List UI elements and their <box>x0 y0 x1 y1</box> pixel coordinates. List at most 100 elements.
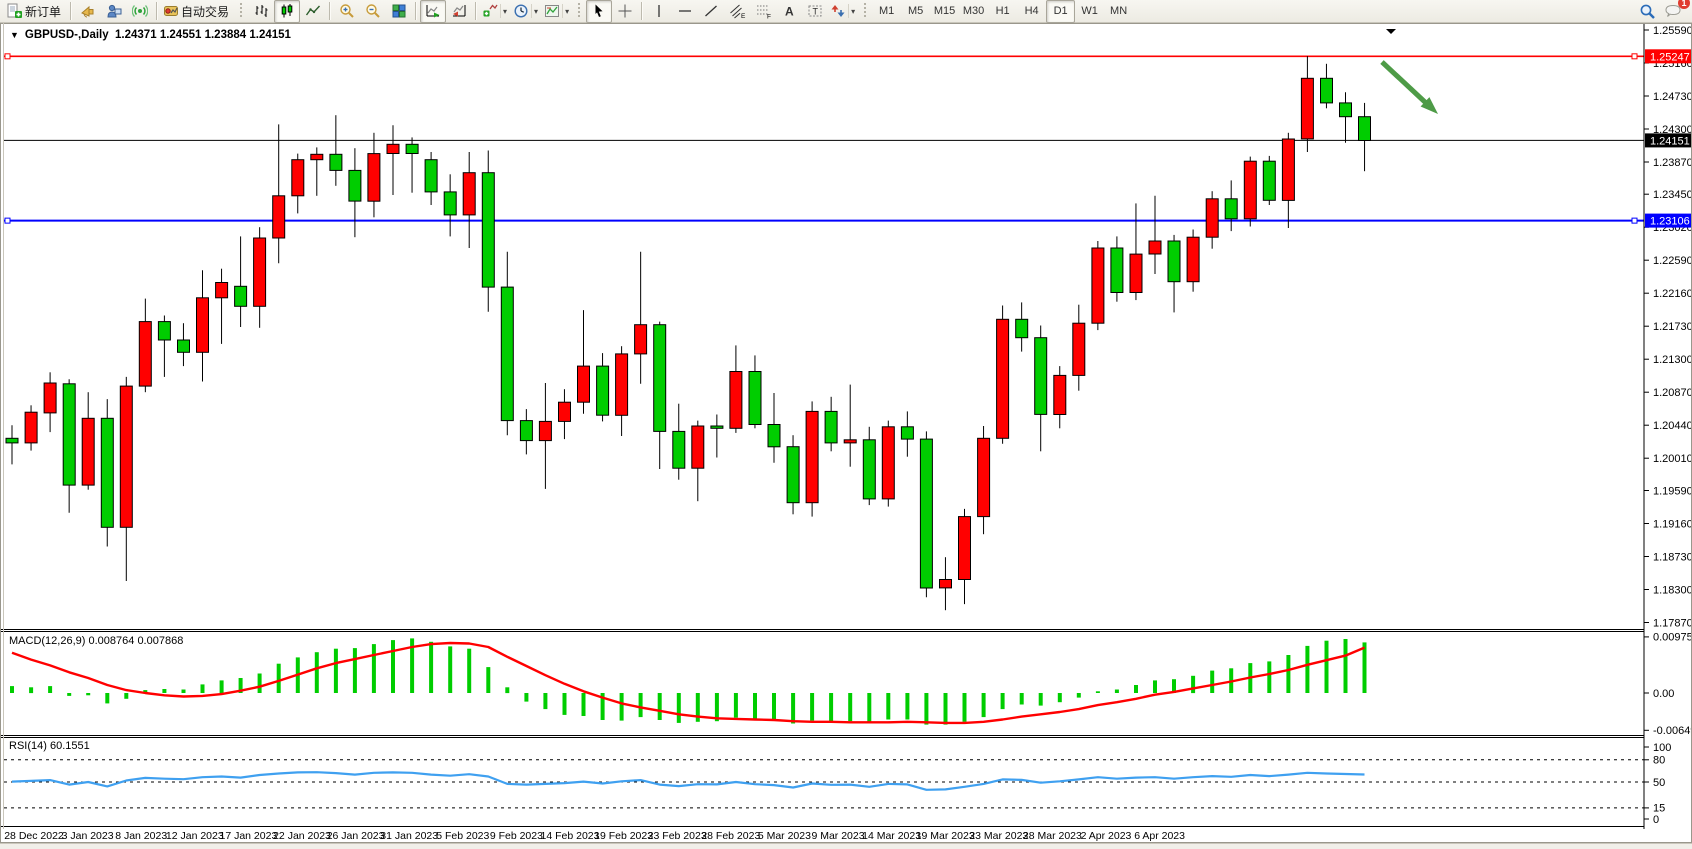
candlestick-button[interactable] <box>274 0 301 23</box>
rsi-line <box>11 771 1365 791</box>
rsi-tick-label: 0 <box>1653 814 1659 826</box>
ohlc-low: 1.23884 <box>204 29 247 41</box>
current-price-badge: 1.24151 <box>1645 133 1692 148</box>
zoom-in-button[interactable] <box>334 0 360 23</box>
equidistant-channel-button[interactable]: E <box>724 0 750 23</box>
indicators-icon <box>482 3 498 19</box>
periods-dropdown-icon[interactable]: ▾ <box>531 4 540 18</box>
price-tick-label: 1.24730 <box>1653 91 1692 103</box>
chart-shift-button[interactable] <box>446 0 472 23</box>
date-tick-label: 19 Mar 2023 <box>916 830 975 842</box>
date-tick-label: 9 Feb 2023 <box>490 830 543 842</box>
vertical-line-icon <box>651 3 667 19</box>
indicators-button[interactable]: ▾ <box>480 0 511 23</box>
tab-timeframe-w1[interactable]: W1 <box>1081 5 1098 17</box>
rsi-pane[interactable] <box>4 759 1644 809</box>
cursor-button[interactable] <box>586 0 613 23</box>
rsi-indicator-label: RSI(14) 60.1551 <box>9 740 90 752</box>
cursor-icon <box>591 3 607 19</box>
date-tick-label: 2 Apr 2023 <box>1081 830 1132 842</box>
templates-button[interactable]: ▾ <box>542 0 573 23</box>
resistance-line-handle[interactable] <box>1631 53 1638 60</box>
price-tick-label: 1.22160 <box>1653 288 1692 300</box>
trendline-button[interactable] <box>698 0 724 23</box>
arrows-button[interactable]: ▾ <box>828 0 859 23</box>
price-axis[interactable]: 1.255901.251601.247301.243001.238701.234… <box>1643 23 1692 829</box>
auto-scroll-button[interactable] <box>420 0 447 23</box>
trendline-icon <box>703 3 719 19</box>
arrows-dropdown-icon[interactable]: ▾ <box>848 4 857 18</box>
toolbar-separator <box>475 2 478 20</box>
tab-timeframe-h4[interactable]: H4 <box>1024 5 1039 17</box>
date-tick-label: 31 Jan 2023 <box>380 830 438 842</box>
templates-dropdown-icon[interactable]: ▾ <box>562 4 571 18</box>
support-line-handle[interactable] <box>1631 217 1638 224</box>
arrows-icon <box>830 3 846 19</box>
bar-chart-button[interactable] <box>248 0 274 23</box>
vertical-line-button[interactable] <box>646 0 672 23</box>
tab-timeframe-h1[interactable]: H1 <box>995 5 1010 17</box>
pane-separator[interactable] <box>0 629 1644 632</box>
line-chart-button[interactable] <box>300 0 326 23</box>
chat-button[interactable]: 1 <box>1660 0 1690 23</box>
horn-button[interactable] <box>75 0 101 23</box>
date-tick-label: 19 Feb 2023 <box>594 830 653 842</box>
autotrade-button[interactable]: 自动交易 <box>161 0 235 23</box>
broadcast-button[interactable] <box>127 0 153 23</box>
rsi-tick-label: 15 <box>1653 803 1665 815</box>
metaeditor-icon <box>106 3 122 19</box>
tab-timeframe-m15[interactable]: M15 <box>933 5 956 17</box>
new-order-icon <box>6 3 23 19</box>
zoom-out-button[interactable] <box>360 0 386 23</box>
templates-icon <box>544 3 560 19</box>
tab-timeframe-m30[interactable]: M30 <box>962 5 985 17</box>
support-line-handle[interactable] <box>4 217 11 224</box>
chart-collapse-icon[interactable]: ▼ <box>10 30 19 40</box>
horn-icon <box>80 3 96 19</box>
date-tick-label: 3 Jan 2023 <box>62 830 114 842</box>
chart-dropdown-icon[interactable] <box>1386 29 1396 34</box>
price-pane[interactable] <box>4 29 1644 611</box>
date-tick-label: 12 Jan 2023 <box>166 830 224 842</box>
date-tick-label: 5 Feb 2023 <box>436 830 489 842</box>
search-button[interactable] <box>1634 0 1660 23</box>
toolbar-grip[interactable] <box>577 3 583 19</box>
autotrade-label: 自动交易 <box>181 4 230 19</box>
text-icon: A <box>781 3 797 19</box>
chart-canvas[interactable]: 1.255901.251601.247301.243001.238701.234… <box>0 23 1692 843</box>
indicators-dropdown-icon[interactable]: ▾ <box>500 4 509 18</box>
price-tick-label: 1.20440 <box>1653 420 1692 432</box>
tile-windows-icon <box>391 3 407 19</box>
rsi-value: 60.1551 <box>49 740 90 752</box>
pane-separator[interactable] <box>0 735 1644 738</box>
metaeditor-button[interactable] <box>101 0 127 23</box>
date-tick-label: 23 Feb 2023 <box>648 830 707 842</box>
svg-text:A: A <box>785 5 794 19</box>
toolbar-separator <box>415 2 418 20</box>
price-tick-label: 1.20010 <box>1653 453 1692 465</box>
new-order-label: 新订单 <box>25 4 62 19</box>
tab-timeframe-mn[interactable]: MN <box>1110 5 1128 17</box>
toolbar-grip[interactable] <box>863 3 869 19</box>
text-button[interactable]: A <box>776 0 802 23</box>
periods-button[interactable]: ▾ <box>511 0 542 23</box>
text-label-button[interactable]: T <box>802 0 828 23</box>
toolbar-grip[interactable] <box>239 3 245 19</box>
new-order-button[interactable]: 新订单 <box>4 0 67 23</box>
chart-window[interactable]: 1.25590 1.25160 1.24730 1.24300 1.23870 1.234… <box>0 23 1692 843</box>
annotation-arrow[interactable] <box>1380 60 1438 114</box>
date-tick-label: 14 Mar 2023 <box>862 830 921 842</box>
periods-icon <box>513 3 529 19</box>
resistance-line-handle[interactable] <box>4 53 11 60</box>
horizontal-line-button[interactable] <box>672 0 698 23</box>
tab-timeframe-m1[interactable]: M1 <box>878 5 895 17</box>
crosshair-button[interactable] <box>612 0 638 23</box>
tile-windows-button[interactable] <box>386 0 412 23</box>
fibonacci-button[interactable]: F <box>750 0 776 23</box>
tab-timeframe-d1[interactable]: D1 <box>1046 0 1076 23</box>
tab-timeframe-m5[interactable]: M5 <box>907 5 924 17</box>
toolbar-separator <box>70 2 73 20</box>
macd-pane[interactable] <box>10 638 1367 725</box>
